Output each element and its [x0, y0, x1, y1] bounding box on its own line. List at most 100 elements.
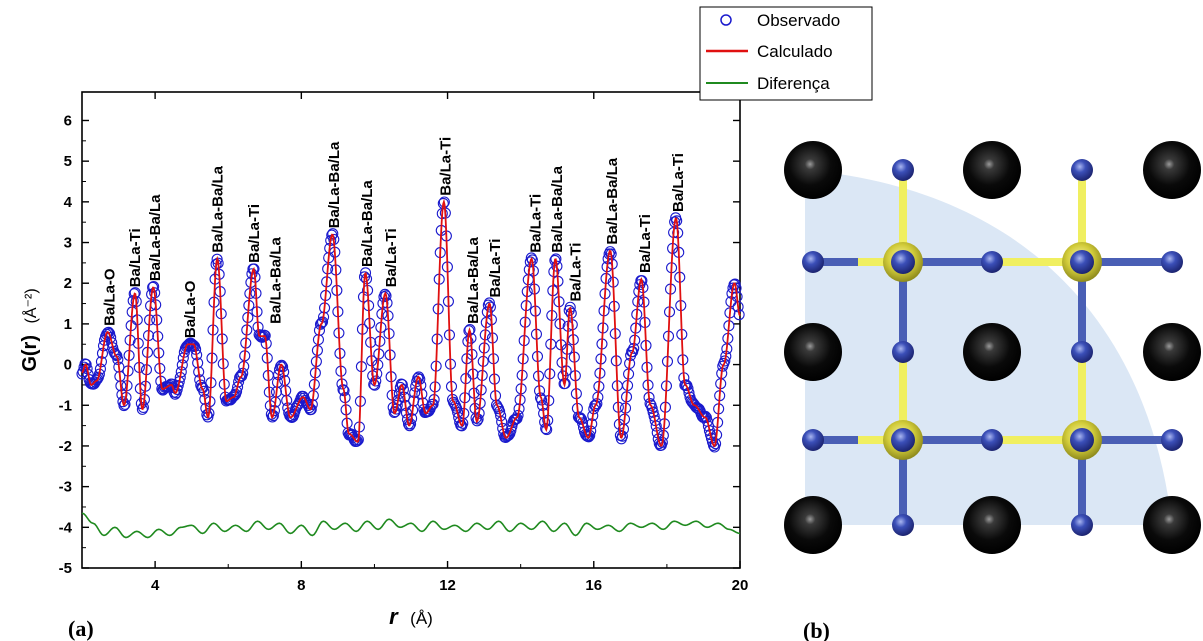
bond: [858, 436, 903, 444]
observed-point: [185, 338, 198, 350]
observed-point: [483, 297, 495, 309]
observed-point: [396, 379, 408, 391]
x-axis: 4 8 12 16 20: [81, 92, 749, 594]
observed-point: [91, 373, 103, 385]
bond: [899, 396, 907, 440]
x-tick-label: 12: [439, 577, 456, 594]
oxygen-atom: [802, 251, 824, 273]
observed-point: [583, 431, 595, 443]
bond: [1082, 258, 1127, 266]
peak-label: Ba/La-Ba/La: [147, 194, 164, 281]
atom-layer: [784, 141, 1201, 554]
bond: [899, 216, 907, 262]
oxygen-atom: [1161, 429, 1183, 451]
oxygen-atom: [1071, 341, 1093, 363]
ba-la-atom: [784, 496, 842, 554]
peak-label: Ba/La-Ba/La: [326, 141, 343, 228]
observed-point: [90, 374, 102, 386]
bond: [1037, 258, 1082, 266]
series-calculado: [81, 198, 741, 448]
observed-point: [707, 439, 720, 451]
ba-la-atom: [1143, 141, 1201, 199]
bond: [1037, 436, 1082, 444]
observed-point: [564, 301, 576, 313]
ti-atom-core: [1070, 250, 1094, 274]
bond: [992, 436, 1037, 444]
observed-point: [118, 399, 130, 412]
ba-la-atom: [784, 323, 842, 381]
observed-point: [388, 406, 400, 418]
peak-label: Ba/La-O: [182, 280, 199, 338]
observed-point: [719, 355, 731, 367]
bond: [1082, 436, 1127, 444]
oxygen-atom: [892, 159, 914, 181]
panel-label-a: (a): [68, 616, 94, 641]
peak-label: Ba/La-Ba/La: [604, 157, 621, 244]
observed-point: [590, 400, 602, 412]
observed-point: [576, 417, 589, 429]
bond: [813, 436, 858, 444]
peak-label: Ba/La-Ti: [383, 228, 400, 287]
legend-marker-observado: [720, 14, 732, 26]
peak-label: Ba/La-O: [101, 268, 118, 326]
oxygen-atom: [981, 429, 1003, 451]
bond: [1078, 396, 1086, 440]
ba-la-atom: [1143, 496, 1201, 554]
ba-la-atom: [1143, 323, 1201, 381]
peak-label: Ba/La-Ti: [127, 228, 144, 287]
y-axis-unit: (Å⁻²): [21, 288, 40, 323]
peak-label: Ba/La-Ti: [568, 243, 585, 302]
oxygen-atom: [802, 429, 824, 451]
observed-point: [359, 267, 372, 279]
observed-point: [171, 383, 183, 396]
peak-label: Ba/La-Ti: [487, 239, 504, 298]
y-axis-symbol: G(r): [19, 335, 41, 372]
observed-point: [427, 398, 439, 410]
bond: [813, 258, 858, 266]
y-tick-label: -3: [59, 479, 72, 496]
observed-point: [109, 347, 121, 359]
observed-point: [471, 415, 483, 427]
oxygen-atom: [892, 341, 914, 363]
ba-la-atom: [784, 141, 842, 199]
series-layer: [76, 196, 745, 539]
y-tick-label: -1: [59, 397, 72, 414]
legend-label-calculado: Calculado: [757, 42, 833, 61]
observed-point: [525, 252, 537, 264]
observed-point: [106, 337, 118, 349]
peak-label: Ba/La-Ti: [246, 204, 263, 263]
bond: [858, 258, 903, 266]
observed-point: [494, 405, 506, 417]
x-tick-label: 16: [585, 577, 602, 594]
observed-point: [110, 349, 122, 361]
y-axis: -5 -4 -3 -2 -1 0 1 2 3 4 5 6: [59, 112, 740, 577]
observed-point: [505, 424, 517, 437]
observed-point: [403, 420, 416, 432]
y-tick-label: 6: [64, 112, 72, 129]
observed-point: [226, 391, 239, 403]
y-tick-label: 4: [64, 194, 73, 211]
oxygen-atom: [1071, 159, 1093, 181]
x-tick-label: 20: [732, 577, 749, 594]
bond: [1078, 440, 1086, 483]
bond: [899, 482, 907, 525]
observed-point: [702, 420, 714, 432]
panel-label-b: (b): [803, 618, 830, 641]
ti-atom-core: [891, 428, 915, 452]
observed-point: [540, 422, 552, 435]
bond: [899, 352, 907, 396]
peak-annotations: Ba/La-OBa/La-Ti Ba/La-Ba/LaBa/La-OBa/La-B…: [101, 137, 686, 338]
bond: [1078, 170, 1086, 216]
x-tick-label: 8: [297, 577, 305, 594]
bond: [1078, 216, 1086, 262]
peak-label: Ba/La-Ba/La: [268, 237, 285, 324]
peak-label: Ba/La-Ba/La: [359, 180, 376, 267]
bond: [1078, 482, 1086, 525]
peak-label: Ba/La-Ti: [527, 194, 544, 253]
peak-label: Ba/La-Ba/La: [549, 165, 566, 252]
series-diferenca: [81, 512, 741, 539]
observed-point: [276, 359, 288, 371]
ti-atom-core: [891, 250, 915, 274]
